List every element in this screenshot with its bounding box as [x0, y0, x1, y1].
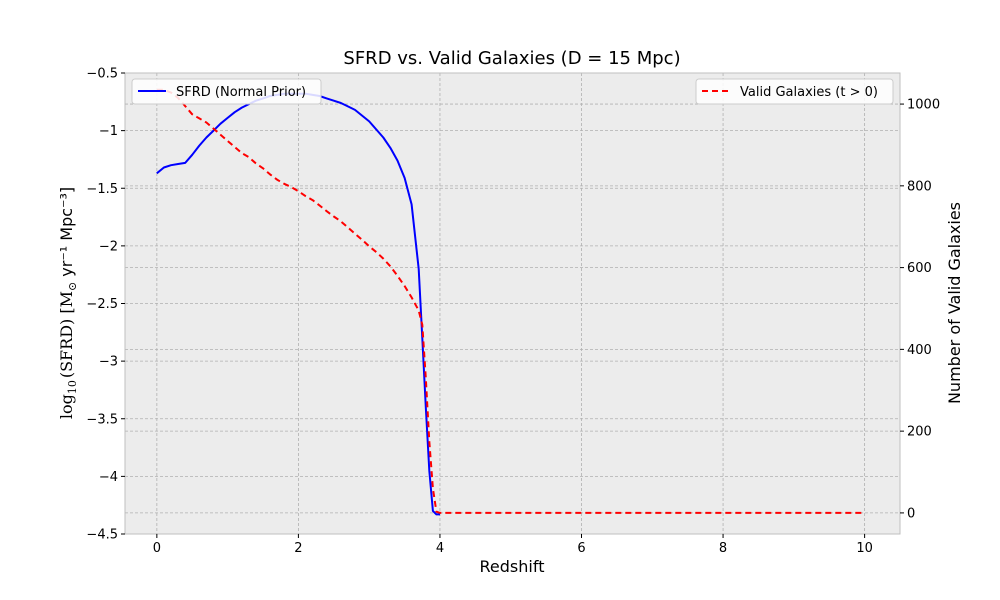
right-y-axis-title: Number of Valid Galaxies [945, 202, 964, 404]
right-y-tick-label: 600 [907, 261, 932, 276]
left-y-tick-label: −3.5 [86, 412, 118, 427]
x-tick-label: 0 [153, 541, 161, 556]
x-axis-title: Redshift [480, 557, 545, 576]
ylabel-log-subscript: 10 [66, 380, 79, 394]
legend-left-label: SFRD (Normal Prior) [176, 85, 306, 100]
left-y-tick-label: −0.5 [86, 67, 118, 82]
right-y-axis: 0 200 400 600 800 1000 [900, 98, 940, 521]
ylabel-sun-symbol: ⊙ [66, 282, 79, 291]
right-y-tick-label: 400 [907, 343, 932, 358]
left-y-tick-label: −1.5 [86, 182, 118, 197]
x-tick-label: 4 [436, 541, 444, 556]
legend-right-label: Valid Galaxies (t > 0) [740, 85, 878, 100]
left-y-tick-label: −1 [99, 124, 118, 139]
left-y-tick-label: −4.5 [86, 528, 118, 543]
ylabel-log: log [57, 394, 76, 419]
x-tick-label: 6 [577, 541, 585, 556]
ylabel-quantity: (SFRD) [M [57, 291, 76, 378]
right-y-tick-label: 0 [907, 506, 915, 521]
left-y-tick-label: −3 [99, 355, 118, 370]
right-y-tick-label: 200 [907, 425, 932, 440]
left-y-axis: −0.5 −1 −1.5 −2 −2.5 −3 −3.5 −4 −4.5 [86, 67, 125, 543]
x-tick-label: 10 [856, 541, 873, 556]
x-tick-label: 2 [294, 541, 302, 556]
x-tick-label: 8 [719, 541, 727, 556]
left-y-tick-label: −2.5 [86, 297, 118, 312]
legend-left: SFRD (Normal Prior) [131, 78, 322, 105]
left-y-tick-label: −2 [99, 239, 118, 254]
legend-right: Valid Galaxies (t > 0) [695, 78, 894, 105]
legend-left-box [131, 78, 322, 105]
ylabel-units: yr⁻¹ Mpc⁻³] [57, 187, 76, 282]
right-y-tick-label: 800 [907, 179, 932, 194]
legend-right-box [695, 78, 894, 105]
x-axis: 0 2 4 6 8 10 [153, 534, 873, 556]
left-y-tick-label: −4 [99, 470, 118, 485]
right-y-tick-label: 1000 [907, 98, 940, 113]
chart-title: SFRD vs. Valid Galaxies (D = 15 Mpc) [343, 48, 680, 69]
series-line-2 [156, 88, 865, 514]
left-y-axis-title: log10 (SFRD) [M⊙ yr⁻¹ Mpc⁻³] [57, 187, 79, 419]
